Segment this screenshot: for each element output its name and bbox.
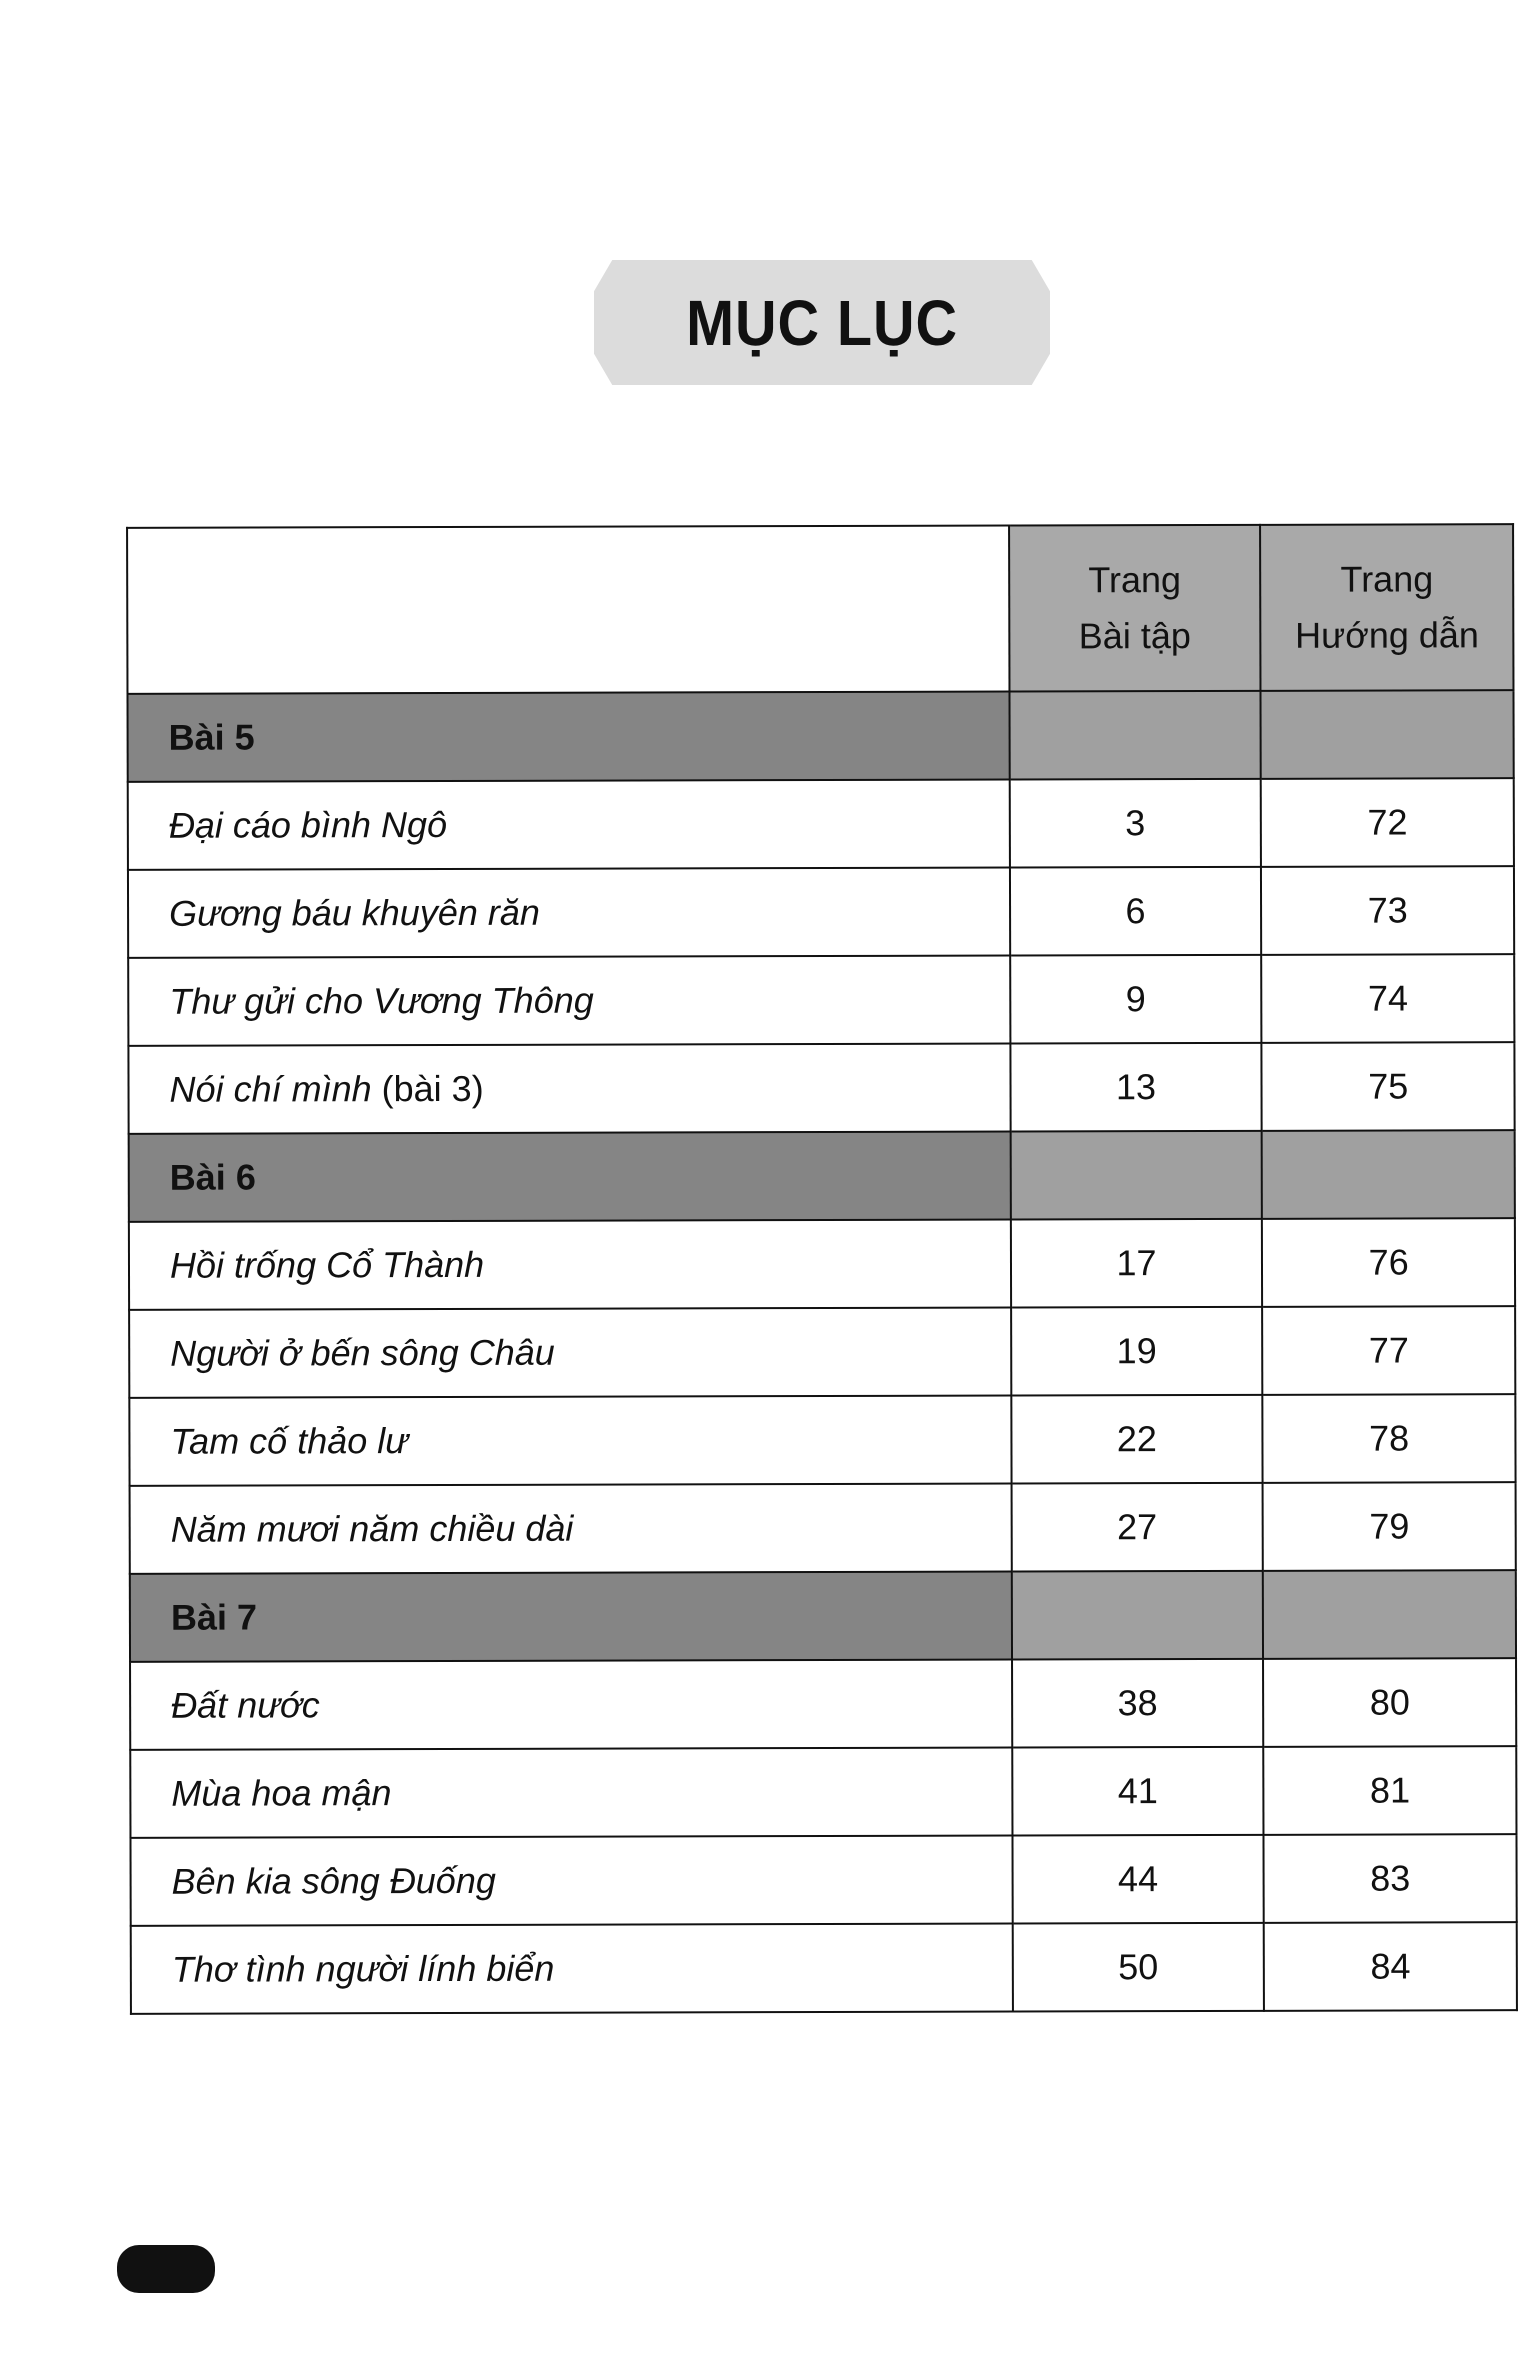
lesson-title-suffix: (bài 3) <box>371 1067 484 1110</box>
section-row: Bài 7 <box>129 1570 1517 1662</box>
section-empty-cell <box>1009 690 1262 780</box>
section-row: Bài 6 <box>128 1130 1515 1222</box>
exercise-page: 27 <box>1011 1482 1264 1572</box>
exercise-page: 13 <box>1009 1042 1262 1132</box>
lesson-title-cell: Đất nước <box>130 1659 1012 1750</box>
exercise-page: 19 <box>1010 1306 1263 1396</box>
lesson-title-cell: Mùa hoa mận <box>130 1747 1013 1838</box>
lesson-title-cell: Gương báu khuyên răn <box>127 867 1010 958</box>
guide-page: 78 <box>1262 1394 1516 1483</box>
table-row[interactable]: Tam cố thảo lư 22 78 <box>129 1394 1516 1486</box>
lesson-title: Thư gửi cho Vương Thông <box>169 979 594 1022</box>
table-row[interactable]: Thư gửi cho Vương Thông 9 74 <box>128 954 1515 1046</box>
table-row[interactable]: Gương báu khuyên răn 6 73 <box>127 866 1515 958</box>
table-header: Trang Bài tập Trang Hướng dẫn <box>127 524 1514 694</box>
guide-page: 72 <box>1261 778 1514 867</box>
lesson-title: Tam cố thảo lư <box>170 1420 409 1462</box>
lesson-title-cell: Năm mươi năm chiều dài <box>129 1483 1012 1574</box>
section-label: Bài 7 <box>129 1571 1012 1662</box>
lesson-title-cell: Hồi trống Cổ Thành <box>128 1219 1011 1310</box>
header-empty-cell <box>127 525 1010 694</box>
section-label: Bài 6 <box>128 1131 1011 1222</box>
exercise-page: 38 <box>1011 1658 1264 1748</box>
section-empty-cell <box>1261 1130 1515 1219</box>
table-row[interactable]: Đại cáo bình Ngô 3 72 <box>127 778 1514 870</box>
exercise-page: 6 <box>1009 866 1262 956</box>
page-number-badge <box>117 2245 215 2293</box>
page-title-box: MỤC LỤC <box>594 260 1050 385</box>
header-exercise-page: Trang Bài tập <box>1008 524 1261 692</box>
table-row[interactable]: Người ở bến sông Châu 19 77 <box>129 1306 1516 1398</box>
lesson-title: Bên kia sông Đuống <box>171 1859 496 1902</box>
section-row: Bài 5 <box>127 690 1514 782</box>
exercise-page: 41 <box>1011 1746 1264 1836</box>
lesson-title-cell: Nói chí mình (bài 3) <box>128 1043 1011 1134</box>
table-row[interactable]: Mùa hoa mận 41 81 <box>130 1746 1517 1838</box>
header-guide-page: Trang Hướng dẫn <box>1260 524 1514 691</box>
lesson-title: Đại cáo bình Ngô <box>168 803 448 846</box>
lesson-title: Mùa hoa mận <box>171 1772 392 1814</box>
lesson-title: Thơ tình người lính biển <box>171 1947 555 1990</box>
guide-page: 84 <box>1264 1922 1517 2011</box>
section-empty-cell <box>1010 1130 1263 1220</box>
guide-page: 74 <box>1261 954 1515 1043</box>
section-label: Bài 5 <box>127 691 1010 782</box>
guide-page: 75 <box>1261 1042 1515 1131</box>
table-of-contents: Trang Bài tập Trang Hướng dẫn Bài 5 Đại … <box>126 523 1518 2015</box>
lesson-title: Gương báu khuyên răn <box>169 891 540 934</box>
guide-page: 73 <box>1261 866 1515 955</box>
section-empty-cell <box>1263 1570 1517 1659</box>
guide-page: 83 <box>1263 1834 1517 1923</box>
lesson-title: Đất nước <box>171 1684 320 1726</box>
table-row[interactable]: Đất nước 38 80 <box>130 1658 1517 1750</box>
lesson-title-cell: Người ở bến sông Châu <box>129 1307 1011 1398</box>
guide-page: 81 <box>1263 1746 1517 1835</box>
exercise-page: 17 <box>1010 1218 1263 1308</box>
lesson-title: Hồi trống Cổ Thành <box>169 1243 485 1286</box>
exercise-page: 22 <box>1010 1394 1263 1484</box>
lesson-title-cell: Thơ tình người lính biển <box>130 1923 1013 2014</box>
lesson-title-cell: Đại cáo bình Ngô <box>127 779 1010 870</box>
table-row[interactable]: Năm mươi năm chiều dài 27 79 <box>129 1482 1516 1574</box>
lesson-title: Năm mươi năm chiều dài <box>170 1507 574 1550</box>
exercise-page: 3 <box>1009 778 1262 868</box>
lesson-title-cell: Thư gửi cho Vương Thông <box>128 955 1010 1046</box>
exercise-page: 44 <box>1012 1834 1265 1924</box>
exercise-page: 50 <box>1012 1922 1265 2012</box>
guide-page: 76 <box>1262 1218 1516 1307</box>
table-row[interactable]: Thơ tình người lính biển 50 84 <box>130 1922 1517 2014</box>
section-empty-cell <box>1260 690 1514 779</box>
exercise-page: 9 <box>1009 954 1262 1044</box>
guide-page: 79 <box>1262 1482 1516 1571</box>
page-title: MỤC LỤC <box>686 286 958 359</box>
lesson-title-cell: Tam cố thảo lư <box>129 1395 1012 1486</box>
guide-page: 77 <box>1262 1306 1516 1395</box>
lesson-title: Người ở bến sông Châu <box>170 1331 555 1374</box>
lesson-title: Nói chí mình <box>169 1068 372 1110</box>
section-empty-cell <box>1011 1570 1264 1660</box>
lesson-title-cell: Bên kia sông Đuống <box>130 1835 1013 1926</box>
table-row[interactable]: Hồi trống Cổ Thành 17 76 <box>128 1218 1516 1310</box>
guide-page: 80 <box>1263 1658 1517 1747</box>
table-row[interactable]: Bên kia sông Đuống 44 83 <box>130 1834 1517 1926</box>
table-row[interactable]: Nói chí mình (bài 3) 13 75 <box>128 1042 1515 1134</box>
